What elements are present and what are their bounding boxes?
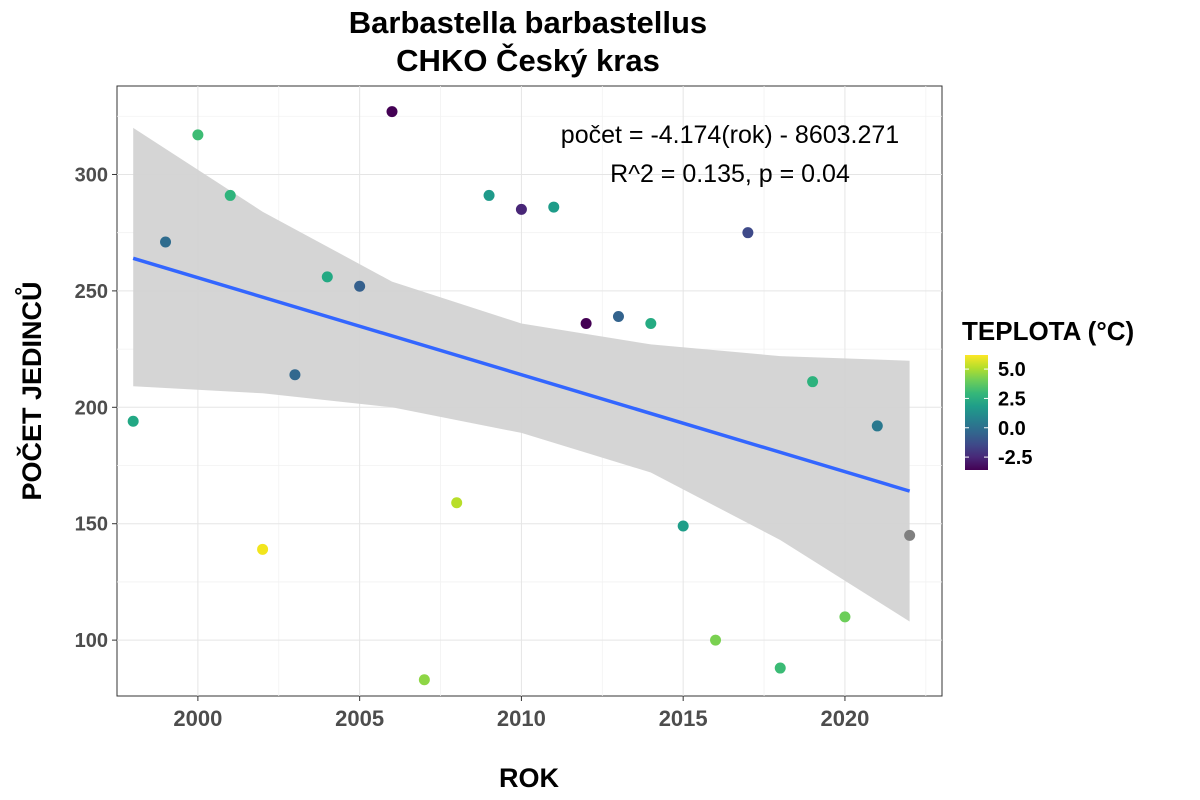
data-point — [127, 415, 139, 427]
x-axis-ticks: 2000 2005 2010 2015 2020 — [173, 696, 869, 731]
data-point — [742, 227, 754, 239]
trend-line-group — [132, 256, 911, 493]
data-point — [192, 129, 204, 141]
data-point — [483, 189, 495, 201]
data-point — [807, 376, 819, 388]
trend-line — [132, 256, 911, 493]
data-point — [645, 317, 657, 329]
y-tick-label: 250 — [75, 281, 108, 303]
data-point — [612, 310, 624, 322]
regression-equation: počet = -4.174(rok) - 8603.271 — [561, 121, 899, 149]
y-tick-label: 100 — [75, 630, 108, 652]
data-point — [515, 203, 527, 215]
x-axis-title: ROK — [499, 763, 560, 793]
legend-title: TEPLOTA (°C) — [962, 316, 1134, 346]
data-point — [160, 236, 172, 248]
y-axis-ticks: 100 150 200 250 300 — [75, 164, 117, 652]
data-point — [871, 420, 883, 432]
y-tick-label: 150 — [75, 514, 108, 536]
chart-subtitle: CHKO Český kras — [396, 42, 660, 78]
x-tick-label: 2010 — [497, 706, 546, 731]
legend-tick-label: -2.5 — [998, 447, 1032, 469]
y-tick-label: 300 — [75, 164, 108, 186]
data-point — [321, 271, 333, 283]
data-point — [257, 543, 269, 555]
data-point — [386, 106, 398, 118]
data-point — [289, 369, 301, 381]
data-point — [710, 634, 722, 646]
data-point — [580, 317, 592, 329]
data-point — [839, 611, 851, 623]
data-point — [677, 520, 689, 532]
legend-tick-label: 2.5 — [998, 388, 1026, 410]
x-tick-label: 2020 — [820, 706, 869, 731]
x-tick-label: 2005 — [335, 706, 384, 731]
x-tick-label: 2000 — [173, 706, 222, 731]
y-tick-label: 200 — [75, 397, 108, 419]
data-point — [224, 189, 236, 201]
legend-tick-label: 5.0 — [998, 359, 1026, 381]
data-point — [548, 201, 560, 213]
legend-tick-label: 0.0 — [998, 418, 1026, 440]
x-tick-label: 2015 — [659, 706, 708, 731]
regression-stats: R^2 = 0.135, p = 0.04 — [610, 160, 850, 188]
legend: TEPLOTA (°C) 5.0 2.5 0.0 -2.5 — [962, 316, 1134, 470]
data-point — [774, 662, 786, 674]
data-point — [354, 280, 366, 292]
data-point — [904, 529, 916, 541]
y-axis-title: POČET JEDINCŮ — [14, 281, 47, 500]
legend-colorbar — [965, 355, 988, 470]
data-point — [451, 497, 463, 509]
points-group — [127, 106, 916, 686]
chart-title: Barbastella barbastellus — [349, 5, 707, 40]
data-point — [418, 674, 430, 686]
